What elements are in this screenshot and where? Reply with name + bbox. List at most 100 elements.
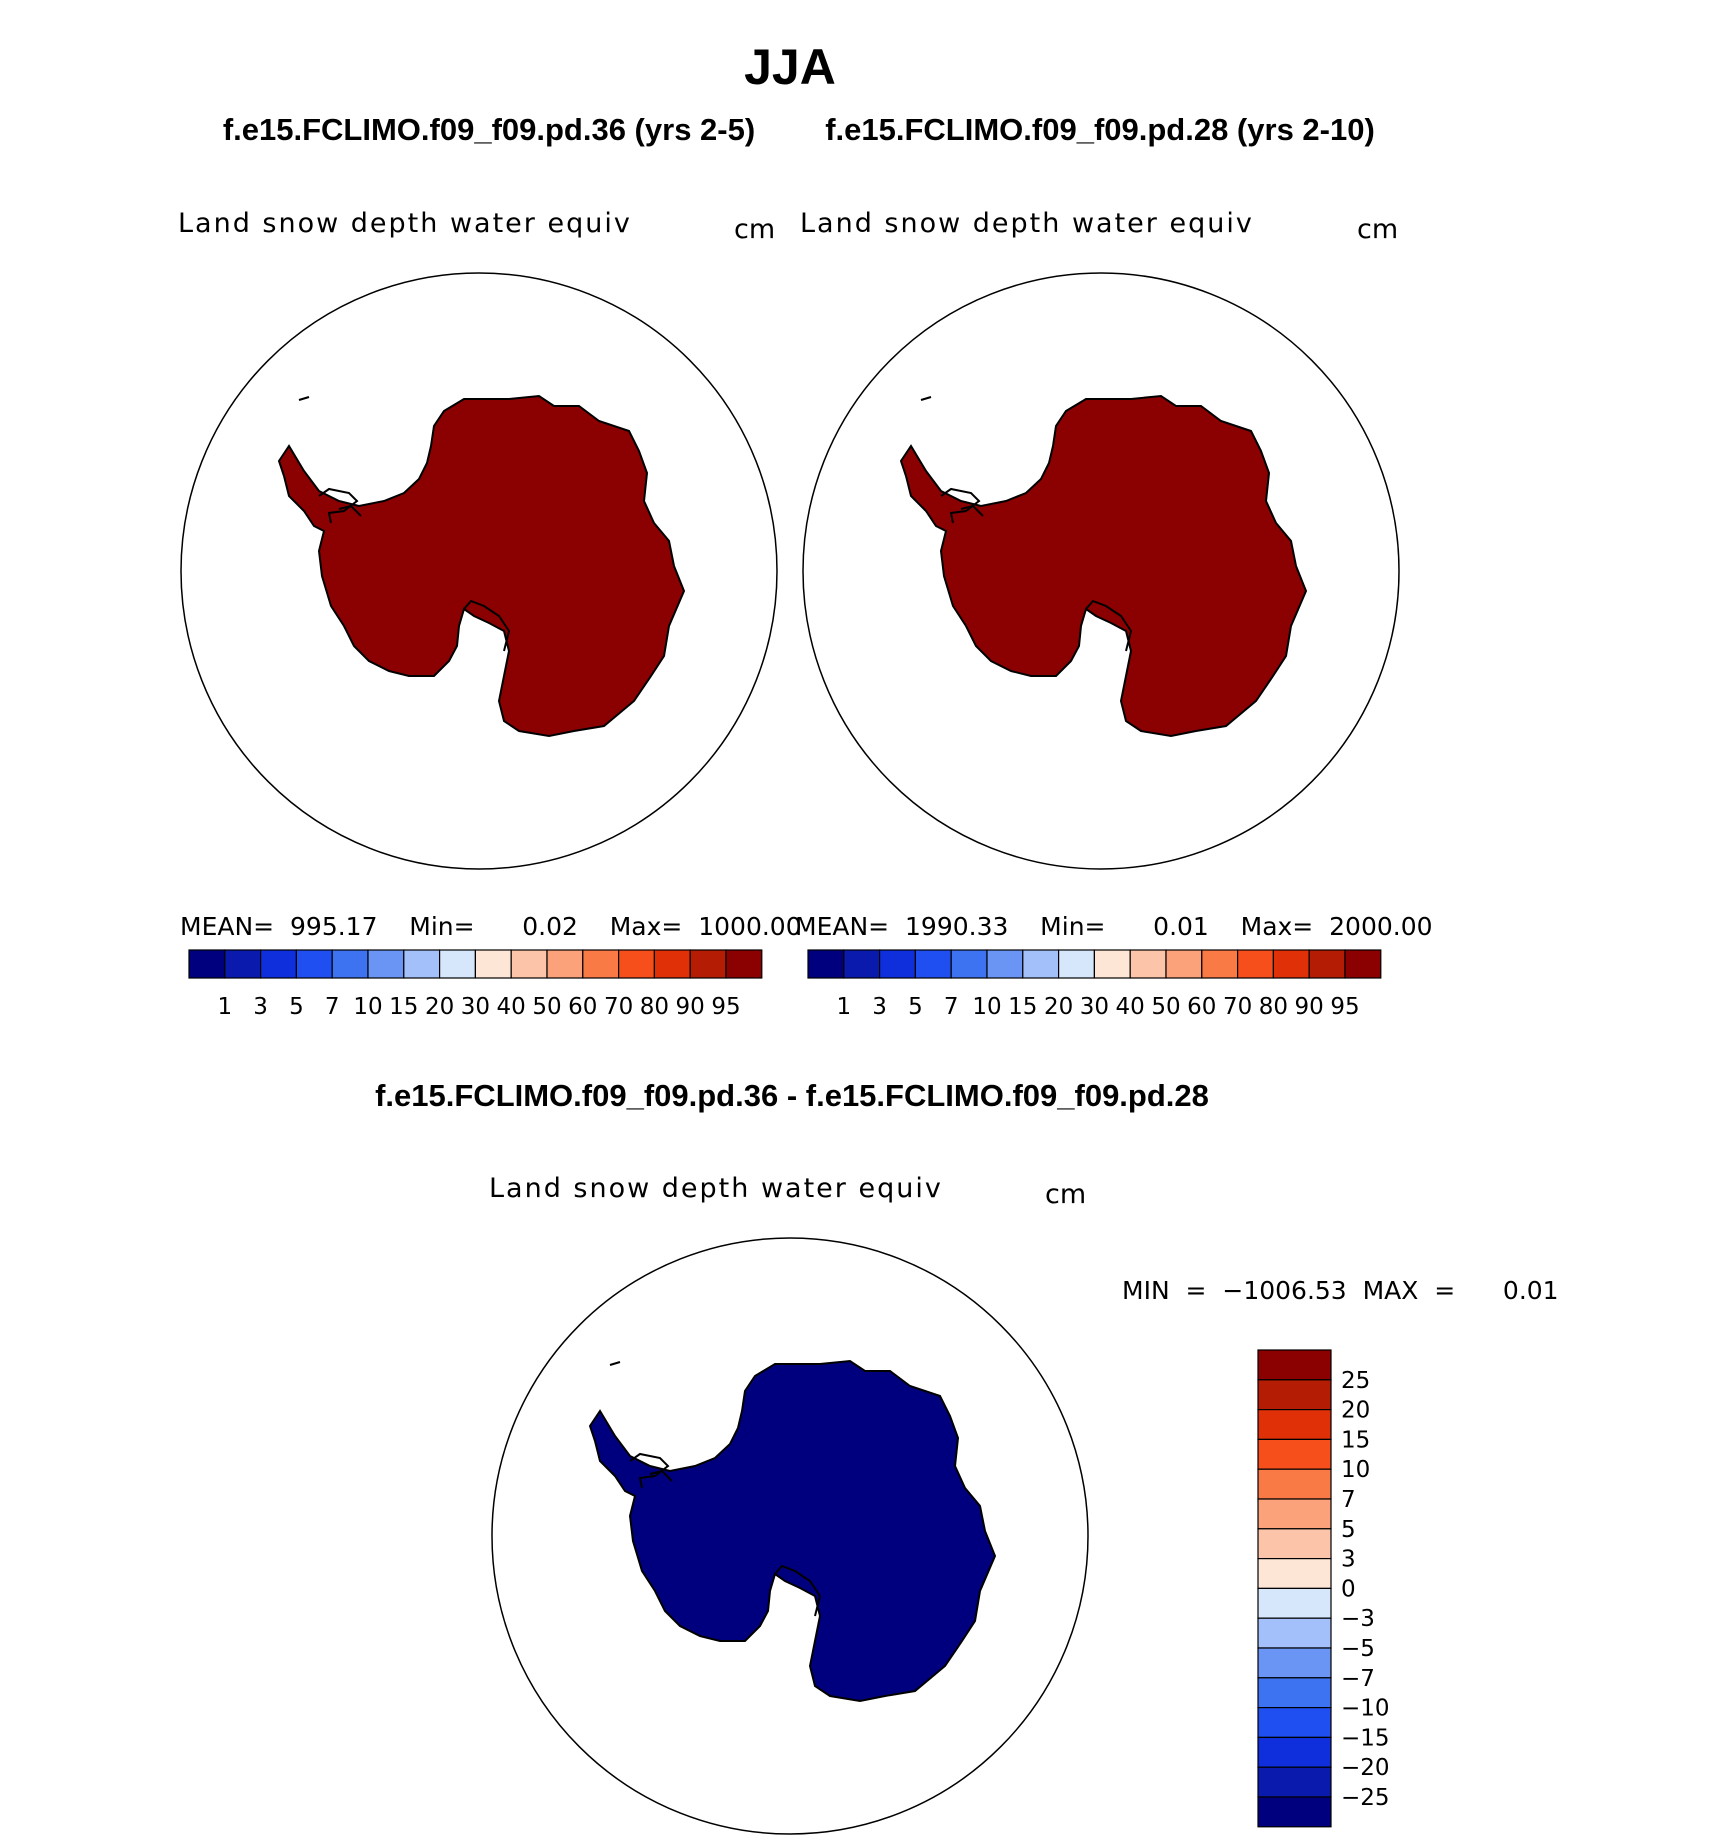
diff-colorbar-label-7: 0 — [1341, 1576, 1356, 1602]
panel1-colorbar-swatch-8 — [474, 949, 512, 979]
diff-colorbar-swatch-15 — [1257, 1796, 1332, 1828]
panel1-colorbar-swatch-1 — [224, 949, 262, 979]
diff-island — [609, 1361, 621, 1366]
panel1-colorbar-swatch-10 — [546, 949, 584, 979]
diff-colorbar-label-1: 20 — [1341, 1398, 1370, 1424]
diff-colorbar-label-5: 5 — [1341, 1517, 1356, 1543]
diff-colorbar-swatch-1 — [1257, 1379, 1332, 1411]
panel1-colorbar-swatch-3 — [295, 949, 333, 979]
panel2-colorbar-label-13: 90 — [1295, 994, 1324, 1020]
panel1-colorbar-label-2: 5 — [289, 994, 304, 1020]
panel2-colorbar-label-9: 50 — [1151, 994, 1180, 1020]
diff-map — [491, 1237, 1089, 1835]
panel1-colorbar-swatch-11 — [582, 949, 620, 979]
panel1-colorbar-swatch-4 — [331, 949, 369, 979]
diff-colorbar-swatch-12 — [1257, 1706, 1332, 1738]
diff-colorbar-label-4: 7 — [1341, 1487, 1356, 1513]
panel1-case-title: f.e15.FCLIMO.f09_f09.pd.36 (yrs 2-5) — [223, 112, 755, 147]
panel2-colorbar-label-7: 30 — [1080, 994, 1109, 1020]
panel2-colorbar-label-12: 80 — [1259, 994, 1288, 1020]
diff-colorbar-label-0: 25 — [1341, 1368, 1370, 1394]
panel2-colorbar-swatch-5 — [986, 949, 1024, 979]
panel2-colorbar-label-3: 7 — [944, 994, 959, 1020]
panel2-colorbar-swatch-4 — [950, 949, 988, 979]
panel2-colorbar-swatch-7 — [1057, 949, 1095, 979]
panel2-units-label: cm — [1357, 214, 1398, 245]
panel2-variable-label: Land snow depth water equiv — [800, 208, 1254, 239]
panel1-colorbar-swatch-0 — [188, 949, 226, 979]
panel2-colorbar-label-8: 40 — [1116, 994, 1145, 1020]
panel1-colorbar-label-11: 70 — [604, 994, 633, 1020]
panel2-colorbar-label-0: 1 — [836, 994, 851, 1020]
panel2-colorbar-swatch-10 — [1165, 949, 1203, 979]
diff-colorbar-label-3: 10 — [1341, 1457, 1370, 1483]
panel2-colorbar-label-10: 60 — [1187, 994, 1216, 1020]
diff-title: f.e15.FCLIMO.f09_f09.pd.36 - f.e15.FCLIM… — [375, 1078, 1209, 1113]
panel2-colorbar-swatch-13 — [1272, 949, 1310, 979]
panel2-colorbar-swatch-12 — [1236, 949, 1274, 979]
panel2-island — [920, 396, 932, 401]
panel2-colorbar-label-6: 20 — [1044, 994, 1073, 1020]
panel2-colorbar-swatch-14 — [1308, 949, 1346, 979]
panel1-colorbar-label-14: 95 — [711, 994, 740, 1020]
diff-colorbar-swatch-0 — [1257, 1349, 1332, 1381]
diff-units-label: cm — [1045, 1179, 1086, 1210]
panel1-variable-label: Land snow depth water equiv — [178, 208, 632, 239]
panel2-colorbar-swatch-6 — [1022, 949, 1060, 979]
diff-minmax: MIN = −1006.53 MAX = 0.01 — [1122, 1276, 1559, 1305]
panel2-colorbar-label-11: 70 — [1223, 994, 1252, 1020]
diff-colorbar-label-12: −15 — [1341, 1725, 1390, 1751]
diff-colorbar-swatch-9 — [1257, 1617, 1332, 1649]
panel1-colorbar-label-0: 1 — [217, 994, 232, 1020]
diff-colorbar-label-9: −5 — [1341, 1636, 1375, 1662]
diff-colorbar-swatch-10 — [1257, 1647, 1332, 1679]
panel2-colorbar-label-5: 15 — [1008, 994, 1037, 1020]
diff-colorbar-swatch-11 — [1257, 1677, 1332, 1709]
panel1-colorbar-label-13: 90 — [676, 994, 705, 1020]
panel2-stats: MEAN= 1990.33 Min= 0.01 Max= 2000.00 — [795, 912, 1433, 941]
panel1-colorbar-label-7: 30 — [461, 994, 490, 1020]
panel2-colorbar-swatch-0 — [807, 949, 845, 979]
panel2-case-title: f.e15.FCLIMO.f09_f09.pd.28 (yrs 2-10) — [825, 112, 1375, 147]
panel1-colorbar-label-8: 40 — [497, 994, 526, 1020]
panel2-colorbar-label-4: 10 — [972, 994, 1001, 1020]
panel1-colorbar-label-5: 15 — [389, 994, 418, 1020]
panel2-colorbar-swatch-2 — [878, 949, 916, 979]
diff-colorbar-swatch-2 — [1257, 1408, 1332, 1440]
panel1-units-label: cm — [734, 214, 775, 245]
panel1-colorbar-label-3: 7 — [325, 994, 340, 1020]
panel1-island — [298, 396, 310, 401]
diff-colorbar-label-10: −7 — [1341, 1666, 1375, 1692]
panel1-colorbar-label-6: 20 — [425, 994, 454, 1020]
panel2-colorbar-swatch-3 — [914, 949, 952, 979]
panel1-colorbar: 1 3 5 7 10 15 20 30 40 50 60 70 80 90 95 — [188, 949, 763, 1020]
panel1-colorbar-label-12: 80 — [640, 994, 669, 1020]
diff-colorbar-label-8: −3 — [1341, 1606, 1375, 1632]
panel2-colorbar-swatch-1 — [843, 949, 881, 979]
diff-colorbar-label-14: −25 — [1341, 1785, 1390, 1811]
panel1-colorbar-label-1: 3 — [253, 994, 268, 1020]
panel2-colorbar-label-14: 95 — [1330, 994, 1359, 1020]
panel1-colorbar-swatch-7 — [439, 949, 477, 979]
diff-colorbar-swatch-7 — [1257, 1557, 1332, 1589]
figure-title: JJA — [744, 39, 836, 95]
diff-colorbar-swatch-3 — [1257, 1438, 1332, 1470]
panel1-colorbar-swatch-5 — [367, 949, 405, 979]
panel1-colorbar-swatch-15 — [725, 949, 763, 979]
diff-colorbar-label-6: 3 — [1341, 1547, 1356, 1573]
panel1-colorbar-label-4: 10 — [353, 994, 382, 1020]
diff-colorbar-swatch-6 — [1257, 1528, 1332, 1560]
panel1-colorbar-swatch-2 — [260, 949, 298, 979]
panel1-edge-cell — [189, 451, 194, 469]
panel1-colorbar-swatch-13 — [653, 949, 691, 979]
diff-colorbar-swatch-13 — [1257, 1736, 1332, 1768]
panel2-edge-cell — [811, 451, 816, 469]
panel1-colorbar-swatch-6 — [403, 949, 441, 979]
diff-colorbar-swatch-8 — [1257, 1587, 1332, 1619]
panel2-colorbar-swatch-11 — [1201, 949, 1239, 979]
diff-colorbar-swatch-5 — [1257, 1498, 1332, 1530]
panel1-colorbar-swatch-14 — [689, 949, 727, 979]
panel2-colorbar-swatch-9 — [1129, 949, 1167, 979]
diff-variable-label: Land snow depth water equiv — [489, 1173, 943, 1204]
